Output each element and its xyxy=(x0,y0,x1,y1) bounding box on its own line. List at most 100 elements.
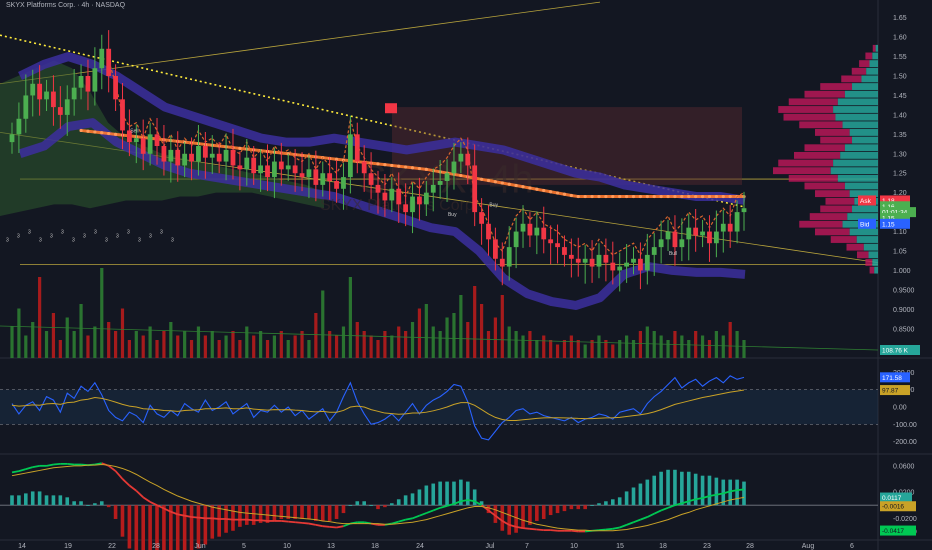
macd-line xyxy=(405,517,413,521)
macd-hist-bar xyxy=(548,505,553,516)
candle-body xyxy=(237,165,243,170)
volume-bar xyxy=(321,290,325,358)
time-tick-label: 14 xyxy=(18,543,26,550)
macd-hist-bar xyxy=(583,505,587,510)
volume-profile-down xyxy=(804,144,845,152)
volume-bar xyxy=(417,308,422,358)
candle-body xyxy=(168,149,174,162)
ask-label-bg xyxy=(858,195,876,206)
candle-body xyxy=(140,138,146,154)
volume-bar xyxy=(300,331,304,358)
macd-line xyxy=(681,500,690,505)
macd-line xyxy=(128,484,137,492)
volume-bars xyxy=(0,44,879,358)
volume-profile-down xyxy=(820,83,853,90)
ema-dot xyxy=(707,194,712,199)
volume-bar xyxy=(700,335,705,358)
volume-bar xyxy=(38,277,42,358)
macd-line xyxy=(474,500,483,506)
ema-dot xyxy=(625,194,629,199)
signal-digit: 3 xyxy=(138,237,141,243)
cci-tick-label: -100.00 xyxy=(893,422,917,429)
volume-bar xyxy=(286,340,290,358)
time-tick-label: 19 xyxy=(64,543,72,550)
volume-profile-up xyxy=(874,266,878,274)
signal-digit: 3 xyxy=(94,230,97,236)
macd-hist-bar xyxy=(652,475,657,506)
cci-signal: 97.87 xyxy=(882,388,899,395)
ema-dot xyxy=(93,130,97,134)
ema-dot xyxy=(604,194,608,199)
macd-hist-bar xyxy=(148,505,152,550)
volume-bar xyxy=(252,335,256,358)
time-tick-label: Aug xyxy=(802,543,815,550)
volume-bar xyxy=(659,335,663,358)
candle-body xyxy=(57,107,63,115)
macd-hist-bar xyxy=(459,479,463,506)
macd-hist-bar xyxy=(707,475,712,506)
macd-line xyxy=(53,462,61,466)
volume-bar xyxy=(404,331,408,358)
volume-profile-down xyxy=(778,159,834,167)
macd-hist-bar xyxy=(742,481,746,506)
volume-bar xyxy=(362,331,366,358)
volume-profile-down xyxy=(865,259,873,266)
volume-bar xyxy=(397,326,401,358)
macd-line xyxy=(709,493,717,497)
bid-label-bg xyxy=(858,218,876,229)
candle-body xyxy=(120,99,125,131)
ema-dot xyxy=(493,180,497,184)
macd-hist-bar xyxy=(693,473,698,506)
macd-hist-bar xyxy=(631,487,636,506)
macd-signal-value-bg xyxy=(880,501,916,512)
candle-body xyxy=(410,196,415,213)
volume-bar xyxy=(127,340,131,358)
macd-line xyxy=(605,527,613,531)
macd-tick-label: 0.0600 xyxy=(893,463,915,470)
macd-hist-bar xyxy=(341,505,346,514)
candle-body xyxy=(285,165,291,170)
volume-bar xyxy=(307,340,311,358)
price-tick-label: 1.000 xyxy=(893,268,911,275)
volume-bar xyxy=(680,335,684,358)
ema-dot xyxy=(528,186,532,190)
volume-bar xyxy=(293,335,297,358)
macd-hist-bar xyxy=(507,505,512,535)
macd-hist-bar xyxy=(590,505,594,506)
volume-profile-up xyxy=(852,205,878,213)
indicators xyxy=(0,375,878,550)
ema-dot xyxy=(659,194,663,199)
macd-hist-bar xyxy=(286,505,291,519)
channel-upper xyxy=(18,52,746,205)
macd-hist-bar xyxy=(431,483,436,506)
macd-hist-bar xyxy=(479,501,484,506)
candle-body xyxy=(727,223,733,232)
volume-profile-up xyxy=(861,75,878,83)
macd-hist-bar xyxy=(452,481,456,506)
candle-body xyxy=(451,161,457,174)
price-tick-label: 1.05 xyxy=(893,249,907,256)
macd-hist-bar xyxy=(327,505,332,521)
price-tick-label: 1.30 xyxy=(893,151,907,158)
macd-hist-bar xyxy=(320,505,325,521)
volume-profile-up xyxy=(840,151,878,159)
ema-dot xyxy=(100,131,104,135)
time-tick-label: Jul xyxy=(486,543,495,550)
volume-profile-up xyxy=(872,259,878,266)
candle-body xyxy=(713,231,719,244)
macd-hist-bar xyxy=(72,501,76,506)
candle-body xyxy=(375,184,381,193)
ema-dot xyxy=(611,194,615,199)
macd-line xyxy=(246,518,254,522)
volume-bar xyxy=(666,340,670,358)
candle-body xyxy=(720,223,726,232)
volume-profile-up xyxy=(844,182,878,190)
volume-bar xyxy=(93,326,97,358)
ema-dot xyxy=(107,131,111,136)
candle-body xyxy=(327,173,333,181)
macd-line xyxy=(288,520,296,524)
macd-line xyxy=(508,524,517,528)
volume-profile-up xyxy=(844,144,878,152)
channel-lower xyxy=(18,118,746,310)
